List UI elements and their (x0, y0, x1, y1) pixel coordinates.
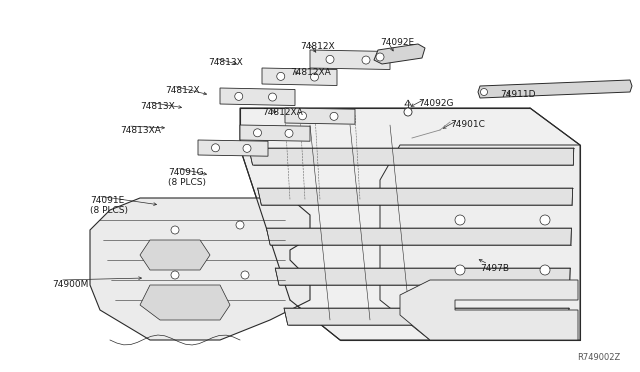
Polygon shape (220, 88, 295, 106)
Text: R749002Z: R749002Z (577, 353, 620, 362)
Text: 74092G: 74092G (418, 99, 454, 108)
Polygon shape (310, 50, 390, 70)
Polygon shape (285, 108, 355, 124)
Text: 74900M: 74900M (52, 280, 88, 289)
Text: 74092E: 74092E (380, 38, 414, 47)
Polygon shape (380, 145, 580, 340)
Circle shape (241, 271, 249, 279)
Text: 74812X: 74812X (165, 86, 200, 95)
Circle shape (276, 73, 285, 80)
Polygon shape (262, 68, 337, 86)
Text: 74813XA: 74813XA (120, 126, 161, 135)
Circle shape (171, 271, 179, 279)
Polygon shape (478, 80, 632, 98)
Circle shape (235, 92, 243, 100)
Circle shape (236, 221, 244, 229)
Circle shape (455, 265, 465, 275)
Text: 74813X: 74813X (208, 58, 243, 67)
Circle shape (404, 108, 412, 116)
Text: 74091E: 74091E (90, 196, 124, 205)
Text: (8 PLCS): (8 PLCS) (168, 178, 206, 187)
Polygon shape (240, 125, 310, 141)
Polygon shape (198, 140, 268, 156)
Circle shape (455, 215, 465, 225)
Circle shape (362, 56, 370, 64)
Text: 74091G: 74091G (168, 168, 204, 177)
Polygon shape (266, 228, 572, 245)
Text: 74911D: 74911D (500, 90, 536, 99)
Polygon shape (275, 268, 570, 285)
Circle shape (243, 144, 251, 153)
Circle shape (481, 89, 488, 96)
Circle shape (285, 129, 293, 137)
Polygon shape (240, 108, 580, 340)
Text: 74812XA: 74812XA (290, 68, 331, 77)
Polygon shape (374, 44, 425, 64)
Circle shape (540, 265, 550, 275)
Text: 74812X: 74812X (300, 42, 335, 51)
Polygon shape (400, 280, 578, 340)
Polygon shape (140, 240, 210, 270)
Text: (8 PLCS): (8 PLCS) (90, 206, 128, 215)
Polygon shape (140, 285, 230, 320)
Text: 74901C: 74901C (450, 120, 485, 129)
Circle shape (330, 112, 338, 120)
Text: 7497B: 7497B (480, 264, 509, 273)
Circle shape (171, 226, 179, 234)
Circle shape (253, 129, 262, 137)
Circle shape (211, 144, 220, 152)
Circle shape (298, 112, 307, 120)
Circle shape (376, 53, 384, 61)
Circle shape (540, 215, 550, 225)
Text: 74813X: 74813X (140, 102, 175, 111)
Circle shape (310, 73, 319, 81)
Polygon shape (258, 188, 573, 205)
Text: 74812XA: 74812XA (262, 108, 303, 117)
Polygon shape (284, 308, 569, 325)
Circle shape (269, 93, 276, 101)
Polygon shape (90, 198, 310, 340)
Circle shape (326, 55, 334, 63)
Polygon shape (249, 148, 574, 165)
